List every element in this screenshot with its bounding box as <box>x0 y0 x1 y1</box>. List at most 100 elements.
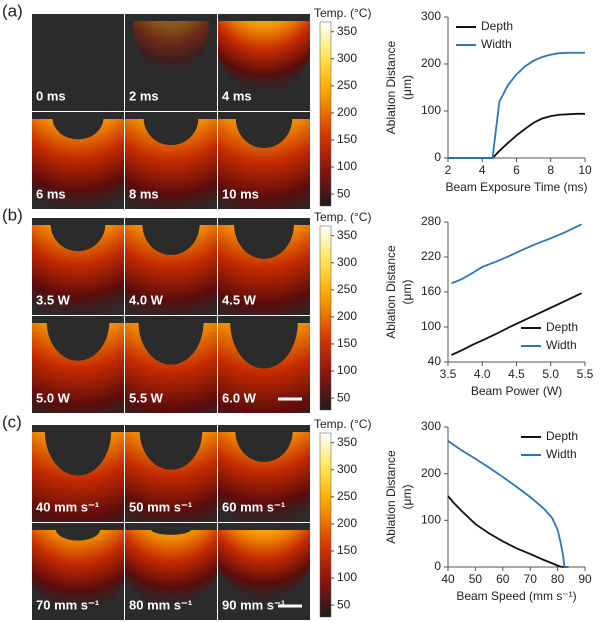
heat-glow <box>32 523 124 616</box>
x-axis-label: Beam Exposure Time (ms) <box>445 180 587 194</box>
data-line <box>447 440 569 568</box>
colorbar-tick-label: 200 <box>337 309 357 323</box>
x-axis-label: Beam Power (W) <box>471 384 562 398</box>
legend-label: Width <box>481 37 512 51</box>
colorbar <box>319 432 332 618</box>
colorbar-tick-label: 100 <box>337 570 357 584</box>
image-label: 4.0 W <box>129 292 164 307</box>
y-axis-label: Ablation Distance <box>384 40 398 134</box>
data-line <box>448 112 585 159</box>
data-line <box>448 51 585 159</box>
image-label: 70 mm s⁻¹ <box>36 597 99 612</box>
colorbar-tick-label: 150 <box>337 543 357 557</box>
legend-label: Width <box>546 338 577 352</box>
heat-glow <box>32 218 124 315</box>
colorbar-tick-label: 150 <box>337 336 357 350</box>
x-tick-label: 60 <box>496 572 510 586</box>
y-axis-label: (μm) <box>400 485 414 510</box>
y-tick-label: 300 <box>421 419 441 433</box>
thermal-image <box>32 316 124 413</box>
panel-label: (c) <box>2 412 22 431</box>
x-tick-label: 2 <box>445 163 452 177</box>
crater <box>44 425 112 476</box>
image-label: 4 ms <box>222 88 252 103</box>
image-label: 6 ms <box>36 186 66 201</box>
crater <box>235 425 293 463</box>
thermal-image <box>218 218 310 315</box>
y-axis-label: Ablation Distance <box>384 450 398 544</box>
colorbar-tick-label: 200 <box>337 516 357 530</box>
image-label: 0 ms <box>36 88 66 103</box>
thermal-image <box>125 425 217 522</box>
colorbar-tick-label: 250 <box>337 489 357 503</box>
crater <box>235 112 293 149</box>
y-axis-label: (μm) <box>400 280 414 305</box>
colorbar-title: Temp. (°C) <box>314 6 371 20</box>
air-band <box>218 14 310 21</box>
colorbar-tick-label: 300 <box>337 51 357 65</box>
x-tick-label: 10 <box>578 163 592 177</box>
data-line <box>451 223 582 285</box>
x-tick-label: 4.5 <box>508 367 525 381</box>
crater <box>143 112 199 146</box>
image-label: 80 mm s⁻¹ <box>129 597 192 612</box>
colorbar-tick-label: 150 <box>337 132 357 146</box>
air-band <box>125 14 217 21</box>
crater <box>46 316 110 361</box>
colorbar-tick-label: 50 <box>337 186 351 200</box>
panel-label: (b) <box>2 205 23 224</box>
y-tick-label: 40 <box>428 354 442 368</box>
thermal-image <box>218 316 310 413</box>
crater <box>52 112 104 140</box>
thermal-image <box>32 425 124 522</box>
colorbar-title: Temp. (°C) <box>314 210 371 224</box>
colorbar-title: Temp. (°C) <box>314 417 371 431</box>
crater <box>234 218 294 259</box>
heat-glow <box>218 14 310 97</box>
image-label: 50 mm s⁻¹ <box>129 499 192 514</box>
image-label: 40 mm s⁻¹ <box>36 499 99 514</box>
heat-glow <box>32 112 124 209</box>
thermal-image <box>218 112 310 209</box>
x-tick-label: 8 <box>547 163 554 177</box>
x-tick-label: 50 <box>469 572 483 586</box>
heat-glow <box>218 523 310 606</box>
thermal-image <box>125 218 217 315</box>
image-label: 5.5 W <box>129 390 164 405</box>
colorbar-tick-label: 50 <box>337 597 351 611</box>
image-background <box>32 14 124 111</box>
crater <box>139 425 203 470</box>
x-tick-label: 5.5 <box>577 367 594 381</box>
crater <box>138 316 204 365</box>
x-tick-label: 90 <box>578 572 592 586</box>
colorbar-tick-label: 350 <box>337 228 357 242</box>
image-label: 8 ms <box>129 186 159 201</box>
x-tick-label: 3.5 <box>440 367 457 381</box>
colorbar-tick-label: 200 <box>337 105 357 119</box>
heat-glow <box>125 523 217 611</box>
colorbar-tick-label: 50 <box>337 390 351 404</box>
y-tick-label: 220 <box>421 249 441 263</box>
x-tick-label: 40 <box>441 572 455 586</box>
colorbar-tick-label: 100 <box>337 159 357 173</box>
y-tick-label: 300 <box>421 9 441 23</box>
y-tick-label: 100 <box>421 319 441 333</box>
y-tick-label: 100 <box>421 103 441 117</box>
colorbar <box>319 225 332 411</box>
colorbar-tick-label: 300 <box>337 462 357 476</box>
image-label: 3.5 W <box>36 292 71 307</box>
colorbar-tick-label: 350 <box>337 435 357 449</box>
y-tick-label: 280 <box>421 214 441 228</box>
crater <box>230 316 298 369</box>
image-label: 90 mm s⁻¹ <box>222 597 285 612</box>
x-tick-label: 4 <box>479 163 486 177</box>
x-tick-label: 80 <box>551 572 565 586</box>
y-tick-label: 160 <box>421 284 441 298</box>
thermal-image <box>32 112 124 209</box>
x-tick-label: 4.0 <box>474 367 491 381</box>
y-tick-label: 0 <box>434 150 441 164</box>
legend-label: Depth <box>546 429 578 443</box>
crater <box>50 218 106 252</box>
air-band <box>218 523 310 530</box>
